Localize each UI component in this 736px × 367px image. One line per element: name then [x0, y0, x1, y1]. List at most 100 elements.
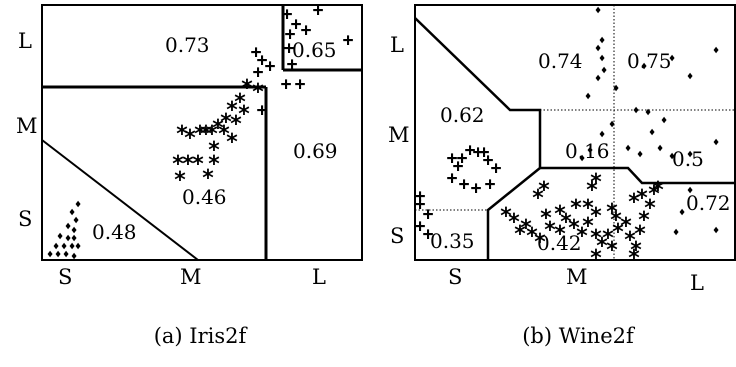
star-marker: *: [199, 122, 212, 147]
star-marker: *: [181, 152, 194, 177]
diamond-marker: ♦: [661, 114, 668, 127]
region-value: 0.42: [537, 231, 582, 255]
star-marker: *: [191, 152, 204, 177]
diamond-marker: ♦: [55, 248, 62, 261]
y-tick-label-L: L: [390, 33, 404, 57]
region-value: 0.35: [430, 229, 475, 253]
region-value: 0.75: [627, 49, 672, 73]
region-value: 0.16: [565, 139, 610, 163]
star-marker: *: [647, 182, 660, 207]
plus-marker: +: [251, 42, 262, 63]
plus-marker: +: [415, 216, 426, 237]
star-marker: *: [643, 196, 656, 221]
star-marker: *: [219, 110, 232, 135]
region-value: 0.46: [182, 185, 227, 209]
star-marker: *: [183, 126, 196, 151]
diamond-marker: ♦: [587, 144, 594, 157]
star-marker: *: [585, 178, 598, 203]
star-marker: *: [207, 138, 220, 163]
diamond-marker: ♦: [633, 104, 640, 117]
plus-marker: +: [457, 148, 468, 169]
plus-marker: +: [253, 62, 264, 83]
diamond-marker: ♦: [75, 240, 82, 253]
plus-marker: +: [473, 142, 484, 163]
x-tick-label-S: S: [58, 265, 72, 289]
plus-marker: +: [343, 30, 354, 51]
plus-marker: +: [447, 168, 458, 189]
x-tick-label-L: L: [690, 271, 704, 295]
star-marker: *: [251, 80, 264, 105]
plus-marker: +: [285, 24, 296, 45]
diamond-marker: ♦: [687, 70, 694, 83]
region-value: 0.72: [686, 191, 731, 215]
panel-wine2f: L M S S M L 0.74 0.75 0.62 0.16 0.5 0.72…: [388, 4, 736, 348]
star-marker: *: [567, 216, 580, 241]
plus-marker: +: [265, 56, 276, 77]
star-marker: *: [581, 214, 594, 239]
star-marker: *: [507, 210, 520, 235]
diamond-marker: ♦: [71, 232, 78, 245]
region-value: 0.5: [672, 147, 704, 171]
diamond-marker: ♦: [687, 148, 694, 161]
star-marker: *: [595, 234, 608, 259]
star-marker: *: [637, 208, 650, 233]
diamond-marker: ♦: [65, 232, 72, 245]
star-marker: *: [605, 200, 618, 225]
diamond-marker: ♦: [69, 206, 76, 219]
diamond-marker: ♦: [47, 248, 54, 261]
partition-line: [41, 139, 199, 261]
diamond-marker: ♦: [63, 248, 70, 261]
diamond-marker: ♦: [601, 64, 608, 77]
star-marker: *: [171, 152, 184, 177]
diamond-marker: ♦: [687, 184, 694, 197]
star-marker: *: [589, 226, 602, 251]
plus-marker: +: [282, 4, 293, 25]
star-marker: *: [225, 98, 238, 123]
star-marker: *: [559, 210, 572, 235]
star-marker: *: [635, 186, 648, 211]
plus-marker: +: [313, 0, 324, 21]
star-marker: *: [205, 122, 218, 147]
diamond-marker: ♦: [585, 90, 592, 103]
star-marker: *: [633, 222, 646, 247]
y-tick-label-S: S: [390, 224, 404, 248]
star-marker: *: [627, 190, 640, 215]
diamond-marker: ♦: [57, 230, 64, 243]
diamond-marker: ♦: [669, 150, 676, 163]
diamond-marker: ♦: [69, 240, 76, 253]
plus-marker: +: [459, 174, 470, 195]
panel-iris2f: L M S S M L 0.73 0.65 0.69 0.46 0.48 +++…: [16, 0, 363, 348]
star-marker: *: [513, 222, 526, 247]
diamond-marker: ♦: [657, 142, 664, 155]
diamond-marker: ♦: [613, 82, 620, 95]
x-tick-label-S: S: [448, 265, 462, 289]
star-marker: *: [605, 238, 618, 263]
diamond-marker: ♦: [73, 214, 80, 227]
region-value: 0.62: [440, 103, 485, 127]
diamond-marker: ♦: [609, 118, 616, 131]
star-marker: *: [519, 216, 532, 241]
diamond-marker: ♦: [75, 198, 82, 211]
star-marker: *: [575, 224, 588, 249]
star-marker: *: [553, 202, 566, 227]
diamond-marker: ♦: [599, 34, 606, 47]
star-marker: *: [609, 208, 622, 233]
star-marker: *: [193, 122, 206, 147]
region-value: 0.65: [292, 38, 337, 62]
diamond-marker: ♦: [579, 152, 586, 165]
plus-marker: +: [257, 100, 268, 121]
plus-marker: +: [471, 178, 482, 199]
plus-marker: +: [453, 156, 464, 177]
diamond-marker: ♦: [595, 4, 602, 17]
y-tick-label-M: M: [388, 123, 410, 147]
panel-a-frame: [41, 4, 363, 261]
plus-marker: +: [284, 38, 295, 59]
plus-marker: +: [491, 158, 502, 179]
diamond-marker: ♦: [71, 224, 78, 237]
diamond-marker: ♦: [71, 250, 78, 263]
star-marker: *: [539, 206, 552, 231]
star-marker: *: [627, 246, 640, 271]
marker-layer-a: ++++ + +++++ +++ ++************** ***** ** *♦♦♦…: [47, 0, 354, 263]
star-marker: *: [619, 214, 632, 239]
star-marker: *: [225, 130, 238, 155]
